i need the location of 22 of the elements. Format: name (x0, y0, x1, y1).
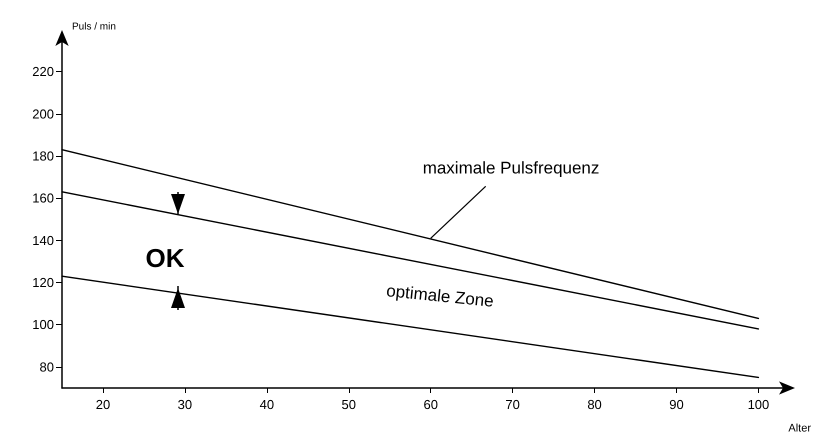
x-tick-label: 100 (748, 397, 770, 412)
y-tick-label: 120 (32, 275, 54, 290)
annotation: maximale Pulsfrequenz (422, 158, 600, 178)
x-tick-label: 30 (178, 397, 192, 412)
y-tick-label: 140 (32, 232, 54, 248)
x-tick-label: 80 (587, 397, 602, 412)
y-tick-label: 220 (32, 64, 54, 80)
x-tick-label: 60 (423, 397, 438, 412)
x-tick-label: 20 (96, 397, 110, 412)
y-tick-label: 180 (32, 148, 54, 164)
y-tick-label: 80 (40, 359, 54, 374)
x-tick-label: 70 (505, 397, 520, 412)
y-tick-label: 100 (32, 317, 54, 332)
annotation: optimale Zone (385, 281, 495, 311)
x-axis-title: Alter (788, 422, 812, 434)
y-axis-title: Puls / min (72, 22, 116, 32)
annotation: OK (146, 243, 185, 273)
y-tick-label: 160 (32, 190, 54, 206)
x-tick-label: 50 (342, 397, 356, 412)
x-tick-label: 40 (260, 397, 274, 412)
x-tick-label: 90 (669, 397, 684, 412)
y-tick-label: 200 (32, 106, 54, 122)
